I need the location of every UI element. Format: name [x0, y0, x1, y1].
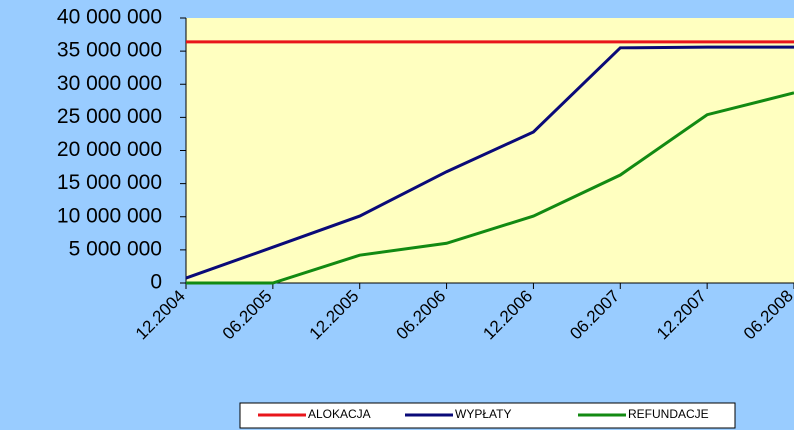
y-tick-label: 5 000 000	[69, 237, 162, 260]
y-tick-label: 35 000 000	[57, 39, 162, 62]
y-tick-label: 25 000 000	[57, 105, 162, 128]
legend-label: REFUNDACJE	[628, 407, 709, 421]
legend	[239, 402, 736, 429]
legend-label: WYPŁATY	[455, 407, 511, 421]
y-tick-label: 20 000 000	[57, 138, 162, 161]
y-tick-label: 30 000 000	[57, 72, 162, 95]
series-line	[185, 45, 794, 280]
y-tick-label: 40 000 000	[57, 6, 162, 29]
y-tick-label: 15 000 000	[57, 171, 162, 194]
series-line	[186, 91, 794, 285]
legend-label: ALOKACJA	[308, 407, 371, 421]
y-tick-label: 0	[150, 271, 162, 294]
y-tick-label: 10 000 000	[57, 204, 162, 227]
